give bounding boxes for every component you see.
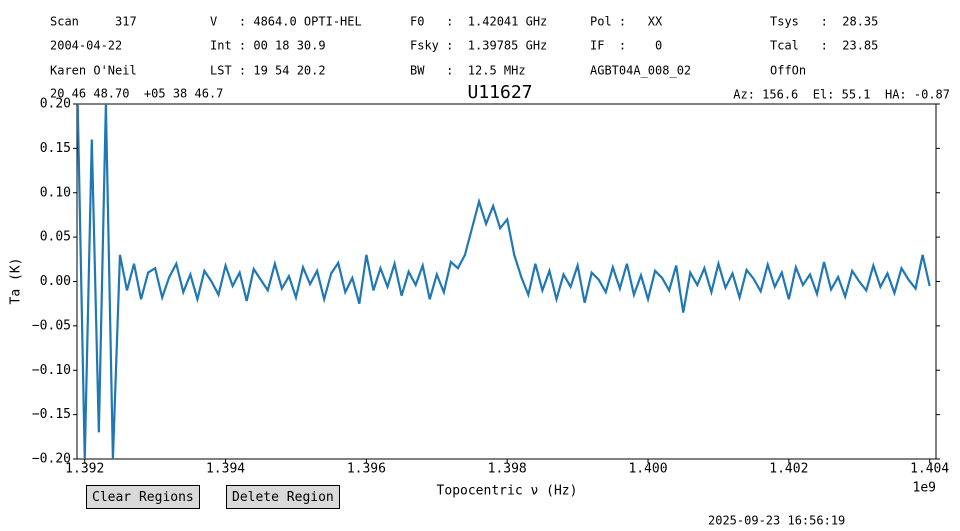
spectrum-line bbox=[77, 104, 931, 459]
y-tick-label: 0.10 bbox=[40, 185, 71, 200]
timestamp: 2025-09-23 16:56:19 bbox=[708, 514, 845, 528]
header-field: LST : 19 54 20.2 bbox=[210, 64, 326, 78]
header-field: OffOn bbox=[770, 64, 806, 78]
plot-frame bbox=[76, 103, 937, 460]
y-tick-label: 0.05 bbox=[40, 230, 71, 245]
x-tick-label: 1.396 bbox=[347, 462, 386, 477]
x-axis-label: Topocentric ν (Hz) bbox=[437, 484, 578, 499]
chart-title: U11627 bbox=[467, 82, 532, 103]
x-tick-label: 1.402 bbox=[769, 462, 808, 477]
header-field: V : 4864.0 OPTI-HEL bbox=[210, 15, 362, 29]
clear-regions-button[interactable]: Clear Regions bbox=[86, 485, 200, 509]
header-field: Fsky : 1.39785 GHz bbox=[410, 39, 547, 53]
x-tick-label: 1.392 bbox=[65, 462, 104, 477]
y-tick-label: −0.10 bbox=[32, 363, 71, 378]
header-field: Tcal : 23.85 bbox=[770, 39, 878, 53]
header-field: Pol : XX bbox=[590, 15, 663, 29]
header-field: IF : 0 bbox=[590, 39, 662, 53]
y-tick-label: −0.20 bbox=[32, 452, 71, 467]
header-field: Karen O'Neil bbox=[50, 64, 137, 78]
y-axis-label: Ta (K) bbox=[9, 258, 24, 305]
x-tick-label: 1.398 bbox=[488, 462, 527, 477]
x-tick-label: 1.400 bbox=[628, 462, 667, 477]
y-tick-label: 0.00 bbox=[40, 274, 71, 289]
coordinates: 20 46 48.70 +05 38 46.7 bbox=[50, 87, 223, 101]
x-offset-label: 1e9 bbox=[913, 481, 936, 496]
x-tick-label: 1.394 bbox=[206, 462, 245, 477]
y-tick-label: 0.20 bbox=[40, 97, 71, 112]
header-field: F0 : 1.42041 GHz bbox=[410, 15, 547, 29]
delete-region-button[interactable]: Delete Region bbox=[226, 485, 340, 509]
pointing: Az: 156.6 El: 55.1 HA: -0.87 bbox=[733, 88, 950, 102]
y-tick-label: −0.15 bbox=[32, 407, 71, 422]
header-field: 2004-04-22 bbox=[50, 39, 122, 53]
header-field: AGBT04A_008_02 bbox=[590, 64, 691, 78]
y-tick-label: 0.15 bbox=[40, 141, 71, 156]
header-field: Scan 317 bbox=[50, 15, 137, 29]
y-tick-label: −0.05 bbox=[32, 318, 71, 333]
header-field: BW : 12.5 MHz bbox=[410, 64, 526, 78]
x-tick-label: 1.404 bbox=[910, 462, 949, 477]
header-field: Tsys : 28.35 bbox=[770, 15, 878, 29]
header-field: Int : 00 18 30.9 bbox=[210, 39, 326, 53]
